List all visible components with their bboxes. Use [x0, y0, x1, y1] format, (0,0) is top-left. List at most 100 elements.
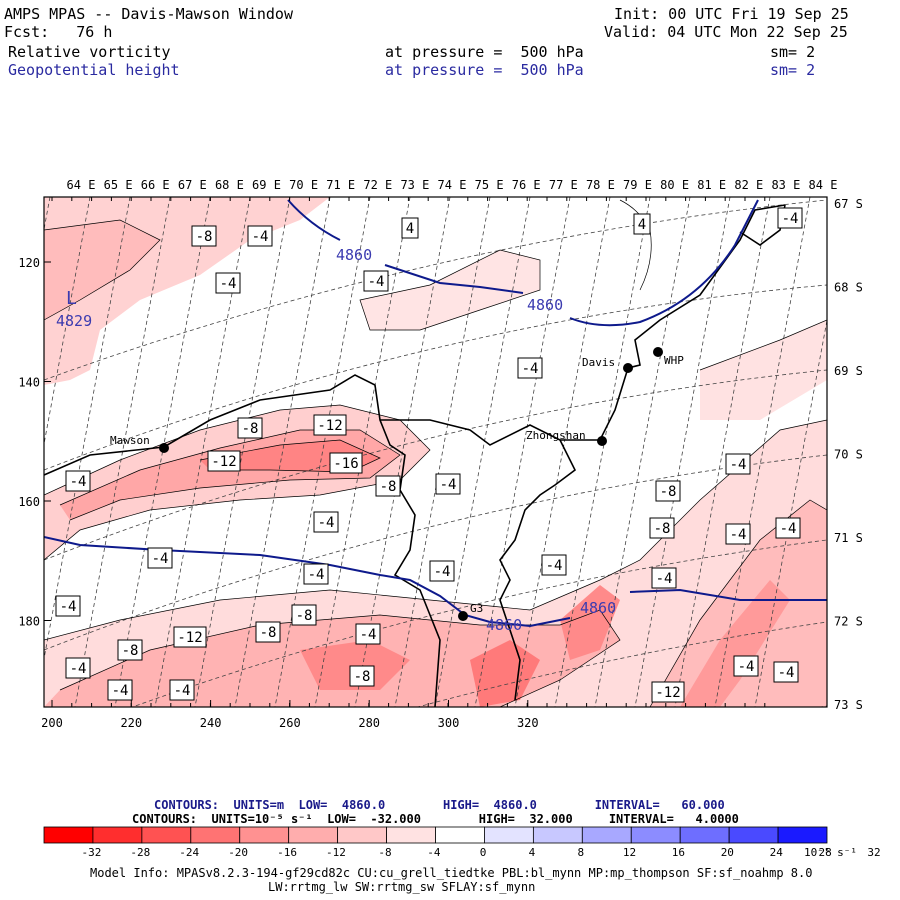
y-tick-label: 120	[18, 256, 40, 270]
longitude-label: 80 E	[660, 178, 689, 192]
colorbar-tick-label: 32	[867, 846, 881, 859]
shade-region	[360, 250, 540, 330]
x-tick-label: 320	[517, 716, 539, 730]
longitude-label: 84 E	[809, 178, 838, 192]
station-marker	[653, 347, 663, 357]
colorbar-swatches	[43, 826, 828, 844]
field1-level: at pressure = 500 hPa	[385, 43, 584, 61]
vorticity-label: -4	[651, 567, 677, 589]
colorbar-swatch	[532, 826, 583, 844]
longitude-line	[474, 197, 571, 707]
longitude-label: 79 E	[623, 178, 652, 192]
field1-name: Relative vorticity	[8, 43, 171, 61]
shade-region	[300, 640, 410, 690]
colorbar-swatch	[337, 826, 387, 844]
longitude-label: 81 E	[697, 178, 726, 192]
svg-text:4: 4	[406, 221, 414, 237]
x-tick-label: 240	[200, 716, 222, 730]
vorticity-label: -4	[429, 560, 455, 582]
colorbar-tick-label: -16	[277, 846, 297, 859]
field2-name: Geopotential height	[8, 61, 180, 79]
vorticity-label: 4	[401, 217, 419, 239]
svg-text:-4: -4	[308, 567, 325, 583]
station-marker	[458, 611, 468, 621]
longitude-label: 75 E	[475, 178, 504, 192]
field1-smoothing: sm= 2	[770, 43, 816, 61]
vorticity-label: 4	[633, 213, 651, 235]
colorbar-swatch	[190, 826, 241, 844]
svg-text:4: 4	[638, 217, 646, 233]
svg-text:-12: -12	[317, 418, 342, 434]
svg-text:-12: -12	[211, 454, 236, 470]
longitude-line	[554, 197, 651, 707]
svg-text:-4: -4	[782, 211, 799, 227]
longitude-line	[274, 197, 371, 707]
height-labels: 4860 4860 4860 4860 4829 L	[56, 246, 616, 634]
svg-text:-16: -16	[333, 456, 358, 472]
vorticity-labels: -8 -4 -4 4 4 -4 -4 -4 -8 -12 -12 -16 -8 -4 -4 -4 -4 -4 -4 -…	[55, 207, 803, 703]
colorbar-swatch	[43, 826, 94, 844]
station-marker	[623, 363, 633, 373]
colorbar-tick-label: 8	[577, 846, 585, 859]
colorbar-swatch	[435, 826, 485, 844]
model-info: Model Info: MPASv8.2.3-194-gf29cd82c CU:…	[90, 866, 813, 880]
longitude-label: 78 E	[586, 178, 615, 192]
svg-text:-4: -4	[70, 661, 87, 677]
colorbar-tick-label: -8	[378, 846, 392, 859]
latitude-label: 67 S	[834, 197, 863, 211]
station-label: G3	[470, 602, 483, 615]
longitude-label: 69 E	[252, 178, 281, 192]
valid-time: Valid: 04 UTC Mon 22 Sep 25	[604, 23, 848, 41]
svg-text:-8: -8	[654, 521, 671, 537]
longitude-line	[674, 197, 771, 707]
latitude-label: 69 S	[834, 364, 863, 378]
longitude-line	[514, 197, 611, 707]
svg-text:-4: -4	[546, 558, 563, 574]
latitude-label: 72 S	[834, 615, 863, 629]
vorticity-label: -4	[65, 657, 91, 679]
colorbar-swatch	[728, 826, 779, 844]
svg-text:-4: -4	[318, 515, 335, 531]
svg-text:-4: -4	[220, 276, 237, 292]
shade-region	[560, 585, 620, 660]
vorticity-label: -8	[237, 417, 263, 439]
longitude-label: 66 E	[141, 178, 170, 192]
station-marker	[597, 436, 607, 446]
init-time: Init: 00 UTC Fri 19 Sep 25	[614, 5, 849, 23]
vorticity-label: -4	[313, 511, 339, 533]
vorticity-label: -12	[207, 450, 241, 472]
latitude-label: 68 S	[834, 281, 863, 295]
vorticity-label: -4	[725, 523, 751, 545]
colorbar-swatch	[630, 826, 681, 844]
shade-region	[680, 580, 790, 707]
vorticity-label: -12	[313, 414, 347, 436]
height-label: 4860	[336, 246, 372, 264]
vorticity-label: -4	[215, 272, 241, 294]
svg-text:-12: -12	[655, 685, 680, 701]
colorbar-tick-label: 16	[671, 846, 686, 859]
svg-text:-8: -8	[296, 608, 313, 624]
axis-labels: 64 E 65 E 66 E 67 E 68 E 69 E 70 E 71 E 72 E 73 E…	[18, 178, 863, 730]
longitude-label: 64 E	[67, 178, 96, 192]
svg-text:-4: -4	[656, 571, 673, 587]
height-label: 4829	[56, 312, 92, 330]
longitude-label: 77 E	[549, 178, 578, 192]
longitude-line	[714, 197, 811, 707]
vorticity-label: -4	[55, 595, 81, 617]
shade-region	[650, 500, 827, 707]
longitude-line	[44, 197, 131, 661]
svg-text:-4: -4	[252, 229, 269, 245]
colorbar-swatch	[386, 826, 436, 844]
axis-ticks	[44, 197, 766, 707]
shade-region	[700, 320, 827, 420]
longitude-line	[234, 197, 331, 707]
longitude-line	[754, 318, 827, 707]
colorbar-tick-label: 20	[720, 846, 734, 859]
vorticity-label: -8	[349, 665, 375, 687]
svg-text:-8: -8	[260, 625, 277, 641]
plot-title: AMPS MPAS -- Davis-Mawson Window	[4, 5, 293, 23]
vorticity-label: -8	[117, 639, 143, 661]
colorbar-tick-label: 0	[479, 846, 487, 859]
vorticity-label: -4	[247, 225, 273, 247]
